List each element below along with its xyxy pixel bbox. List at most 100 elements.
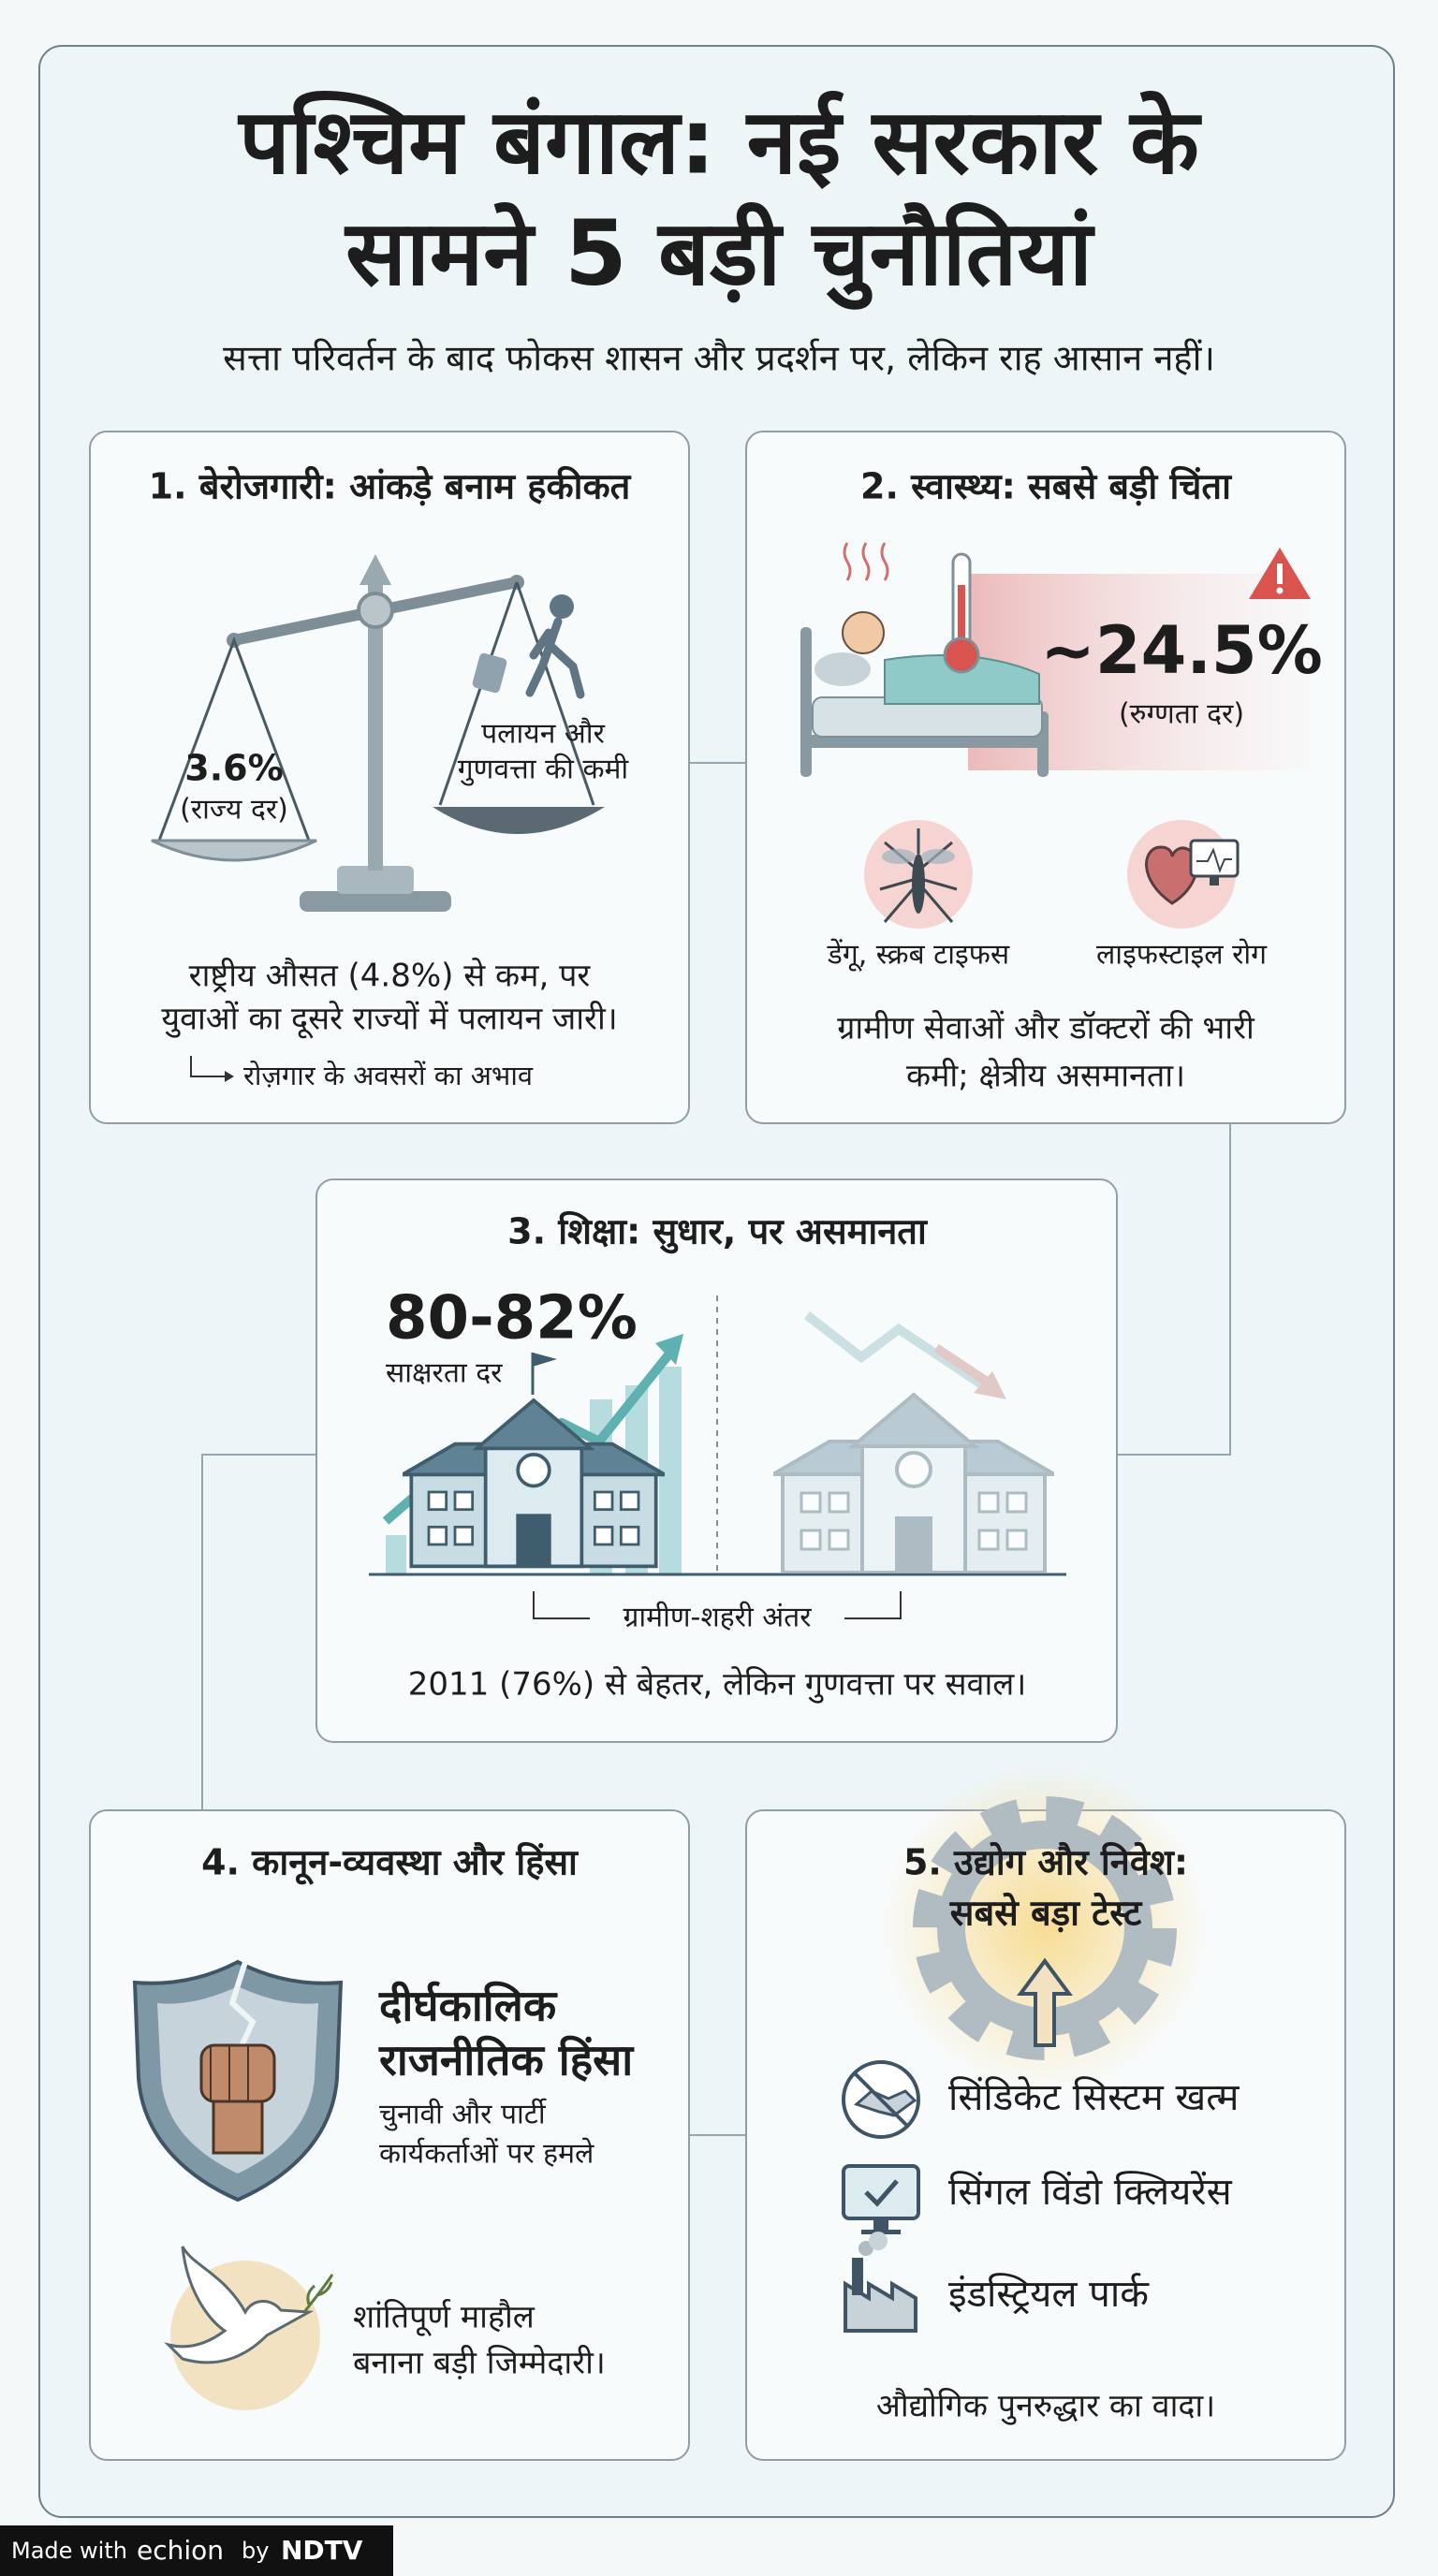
factory-icon bbox=[844, 2232, 917, 2333]
card-text: राष्ट्रीय औसत (4.8%) से कम, पर bbox=[189, 958, 592, 995]
by: by bbox=[242, 2538, 269, 2564]
scale-illustration-path bbox=[433, 807, 605, 834]
card-text: 2011 (76%) से बेहतर, लेकिन गुणवत्ता पर स… bbox=[408, 1666, 1026, 1705]
shield-illustration-path bbox=[210, 2045, 249, 2101]
stat-label: साक्षरता दर bbox=[386, 1357, 503, 1390]
connectors-polyline bbox=[1117, 1123, 1231, 1456]
dove-illustration-path bbox=[164, 2246, 315, 2364]
card-unemployment: 1. बेरोजगारी: आंकड़े बनाम हकीकत 3.6% (रा… bbox=[89, 431, 690, 1124]
window-icon bbox=[842, 2164, 920, 2234]
partner: NDTV bbox=[281, 2535, 363, 2566]
headline: राजनीतिक हिंसा bbox=[378, 2035, 635, 2086]
icon-label: डेंगू, स्क्रब टाइफस bbox=[827, 939, 1010, 973]
side-label: पलायन और bbox=[481, 718, 605, 751]
education-illustration-g-polyline bbox=[933, 1343, 995, 1390]
card-unemployment-polygon bbox=[225, 1071, 234, 1082]
education-illustration-g bbox=[773, 1311, 1054, 1573]
warning-icon-circle bbox=[1276, 587, 1284, 594]
title-line: पश्चिम बंगाल: नई सरकार के bbox=[237, 89, 1202, 194]
detail: चुनावी और पार्टी bbox=[379, 2099, 547, 2132]
card-text: औद्योगिक पुनरुद्धार का वादा। bbox=[876, 2388, 1215, 2426]
footer: Made with echion by NDTV bbox=[0, 2525, 393, 2576]
note: रोज़गार के अवसरों का अभाव bbox=[243, 1060, 534, 1091]
scale-illustration-circle bbox=[357, 592, 394, 629]
scale-illustration-rect bbox=[472, 652, 507, 694]
patient-illustration-rect bbox=[958, 585, 965, 651]
factory-icon-circle bbox=[869, 2232, 888, 2250]
goal: शांतिपूर्ण माहौल bbox=[353, 2299, 536, 2337]
scale-illustration-rect bbox=[368, 580, 383, 871]
shield-illustration-polyline bbox=[228, 1961, 257, 2052]
gear-illustration-circle bbox=[913, 1796, 1177, 2060]
handshake-icon-line bbox=[853, 2071, 909, 2128]
card-education-polyline bbox=[844, 1591, 902, 1619]
card-title: 3. शिक्षा: सुधार, पर असमानता bbox=[507, 1211, 928, 1254]
mosquito-icon-ellipse bbox=[912, 854, 925, 914]
dove-illustration-path bbox=[302, 2274, 334, 2313]
patient-illustration-circle bbox=[842, 611, 885, 654]
card-industry: 5. उद्योग और निवेश: सबसे बड़ा टेस्ट सिंड… bbox=[745, 1764, 1346, 2461]
card-text: ग्रामीण सेवाओं और डॉक्टरों की भारी bbox=[837, 1010, 1255, 1047]
card-text: कमी; क्षेत्रीय असमानता। bbox=[906, 1058, 1185, 1095]
card-title: 2. स्वास्थ्य: सबसे बड़ी चिंता bbox=[860, 466, 1232, 507]
brand: echion bbox=[137, 2535, 224, 2566]
stat: 80-82% bbox=[386, 1284, 638, 1354]
goal: बनाना बड़ी जिम्मेदारी। bbox=[353, 2345, 606, 2382]
subtitle: सत्ता परिवर्तन के बाद फोकस शासन और प्रदर… bbox=[223, 338, 1215, 379]
card-title: 5. उद्योग और निवेश: bbox=[903, 1842, 1188, 1883]
window-icon-rect bbox=[873, 2218, 888, 2230]
education-illustration-rect bbox=[386, 1535, 406, 1574]
gear-illustration bbox=[881, 1764, 1209, 2092]
mosquito-icon bbox=[864, 820, 973, 929]
card-health: 2. स्वास्थ्य: सबसे बड़ी चिंता ~24.5% (रु… bbox=[745, 431, 1346, 1124]
education-illustration-g-polygon bbox=[974, 1371, 1006, 1399]
shield-illustration-rect bbox=[212, 2100, 264, 2155]
scale-illustration-path bbox=[151, 839, 317, 862]
card-unemployment-rect bbox=[89, 431, 690, 1124]
patient-illustration-path bbox=[884, 654, 1040, 705]
card-education-polyline bbox=[533, 1591, 590, 1619]
scale-illustration-rect bbox=[300, 891, 451, 912]
education-illustration bbox=[369, 1295, 1066, 1576]
card-title: सबसे बड़ा टेस्ट bbox=[949, 1893, 1143, 1934]
scale-illustration-circle bbox=[550, 594, 574, 619]
heart-monitor-icon-rect bbox=[1210, 876, 1219, 886]
scale-illustration-line bbox=[438, 581, 519, 806]
card-law-order: 4. कानून-व्यवस्था और हिंसा दीर्घकालिक रा… bbox=[89, 1809, 690, 2461]
mosquito-icon-ellipse bbox=[921, 849, 955, 864]
factory-icon-rect bbox=[852, 2258, 863, 2295]
window-icon-rect bbox=[842, 2164, 920, 2220]
made-with: Made with bbox=[11, 2538, 127, 2564]
heart-monitor-icon-polyline bbox=[1196, 847, 1232, 873]
item: सिंडिकेट सिस्टम खत्म bbox=[948, 2076, 1240, 2119]
stat: 3.6% bbox=[184, 748, 283, 789]
card-education-rect bbox=[315, 1178, 1118, 1743]
card-text: युवाओं का दूसरे राज्यों में पलायन जारी। bbox=[161, 1001, 617, 1039]
item: इंडस्ट्रियल पार्क bbox=[948, 2273, 1150, 2316]
headline: दीर्घकालिक bbox=[378, 1981, 558, 2031]
card-title: 4. कानून-व्यवस्था और हिंसा bbox=[201, 1842, 579, 1886]
footer-rect bbox=[0, 2525, 393, 2576]
scale-illustration-path bbox=[525, 617, 585, 699]
item: सिंगल विंडो क्लियरेंस bbox=[948, 2171, 1233, 2214]
patient-illustration bbox=[800, 542, 1049, 777]
connectors-polyline bbox=[201, 1454, 316, 1810]
education-illustration-g-polyline bbox=[803, 1311, 986, 1390]
title-line: सामने 5 बड़ी चुनौतियां bbox=[344, 200, 1095, 310]
scale-illustration-polyline bbox=[157, 636, 311, 842]
stat-label: (रुग्णता दर) bbox=[1119, 698, 1244, 731]
shield-illustration bbox=[132, 1959, 344, 2203]
mosquito-icon-ellipse bbox=[882, 849, 916, 864]
side-label: गुणवत्ता की कमी bbox=[458, 754, 630, 787]
scale-illustration-polygon bbox=[360, 554, 391, 585]
patient-illustration-path bbox=[843, 542, 889, 581]
education-illustration-rect bbox=[659, 1367, 682, 1574]
education-illustration-polygon bbox=[533, 1353, 557, 1367]
card-education: 3. शिक्षा: सुधार, पर असमानता 80-82% साक्… bbox=[315, 1178, 1118, 1743]
patient-illustration-circle bbox=[943, 637, 980, 674]
shield-illustration-rect bbox=[199, 2043, 276, 2103]
scale-illustration-line bbox=[515, 581, 595, 806]
card-title: 1. बेरोजगारी: आंकड़े बनाम हकीकत bbox=[149, 466, 632, 507]
